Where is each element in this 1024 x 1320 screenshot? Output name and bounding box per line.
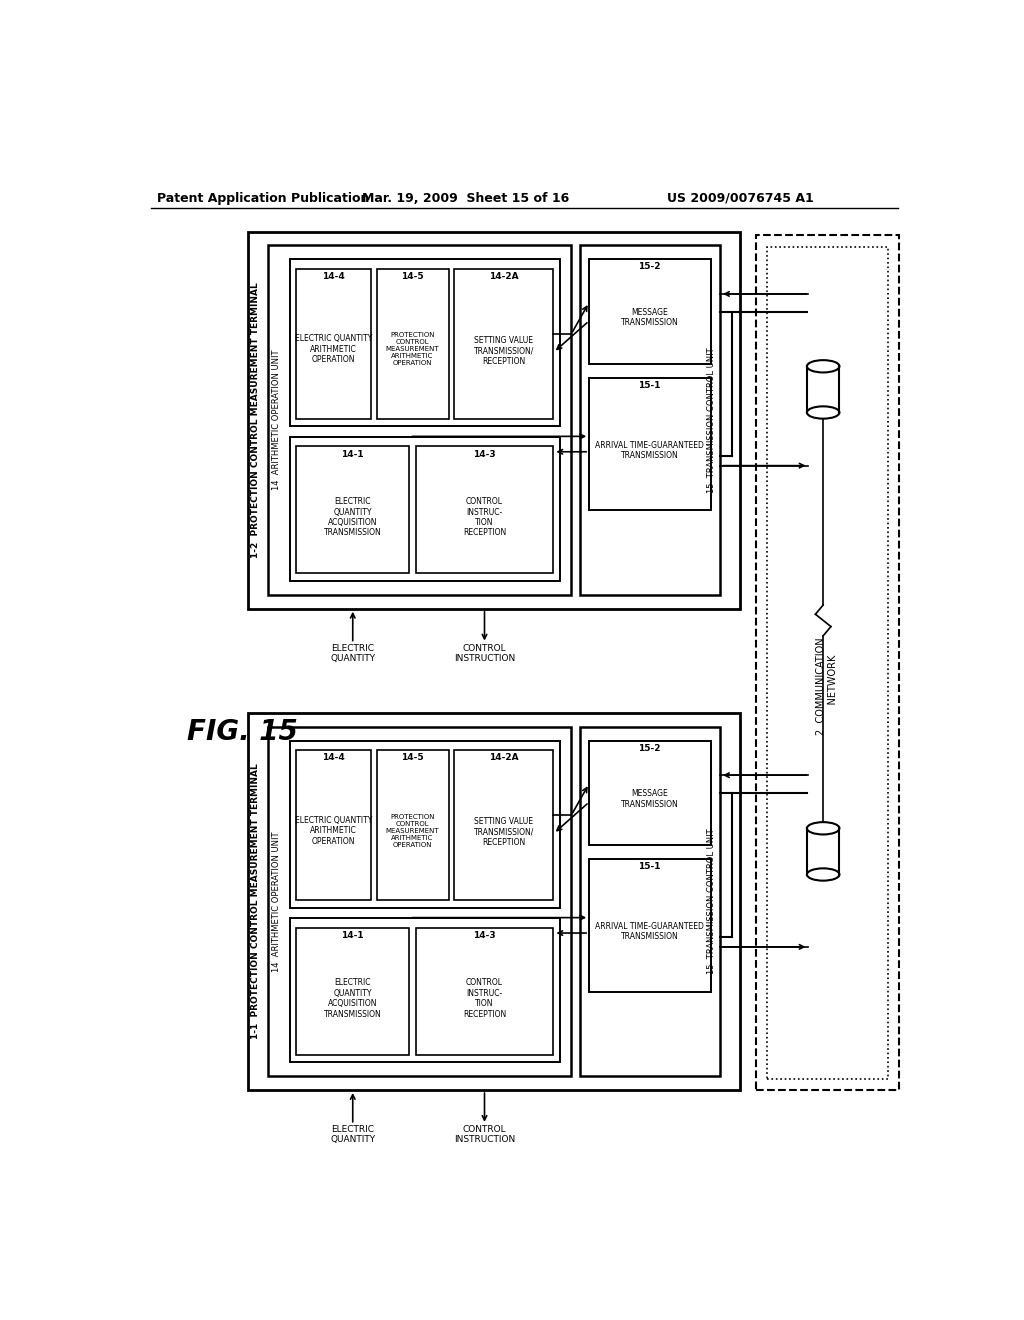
Text: 14-1: 14-1 (341, 931, 365, 940)
Text: ARRIVAL TIME-GUARANTEED
TRANSMISSION: ARRIVAL TIME-GUARANTEED TRANSMISSION (595, 441, 705, 459)
Text: 15-2: 15-2 (638, 743, 660, 752)
Text: CONTROL
INSTRUCTION: CONTROL INSTRUCTION (454, 1125, 515, 1144)
Text: 14-4: 14-4 (322, 272, 345, 281)
Text: 15-1: 15-1 (638, 381, 660, 389)
Text: ELECTRIC
QUANTITY: ELECTRIC QUANTITY (330, 1125, 376, 1144)
Ellipse shape (807, 822, 840, 834)
Bar (296, 446, 410, 573)
Bar (377, 750, 449, 900)
Text: 1-2  PROTECTION CONTROL MEASUREMENT TERMINAL: 1-2 PROTECTION CONTROL MEASUREMENT TERMI… (251, 282, 260, 558)
Bar (248, 713, 740, 1090)
Text: 14-3: 14-3 (473, 450, 496, 458)
Text: US 2009/0076745 A1: US 2009/0076745 A1 (667, 191, 814, 205)
Text: SETTING VALUE
TRANSMISSION/
RECEPTION: SETTING VALUE TRANSMISSION/ RECEPTION (474, 817, 535, 847)
Bar (416, 928, 554, 1055)
Text: ELECTRIC QUANTITY
ARITHMETIC
OPERATION: ELECTRIC QUANTITY ARITHMETIC OPERATION (295, 334, 372, 364)
Text: 14-5: 14-5 (401, 272, 424, 281)
Text: ELECTRIC
QUANTITY
ACQUISITION
TRANSMISSION: ELECTRIC QUANTITY ACQUISITION TRANSMISSI… (324, 498, 382, 537)
Text: ARRIVAL TIME-GUARANTEED
TRANSMISSION: ARRIVAL TIME-GUARANTEED TRANSMISSION (595, 921, 705, 941)
Bar (290, 259, 560, 426)
Bar (296, 750, 372, 900)
Bar (580, 246, 720, 595)
Bar (589, 259, 711, 364)
Text: CONTROL
INSTRUCTION: CONTROL INSTRUCTION (454, 644, 515, 663)
Text: 2  COMMUNICATION
    NETWORK: 2 COMMUNICATION NETWORK (816, 638, 838, 735)
Text: 14-5: 14-5 (401, 752, 424, 762)
Bar (807, 366, 840, 412)
Text: ELECTRIC
QUANTITY: ELECTRIC QUANTITY (330, 644, 376, 663)
Text: 15-2: 15-2 (638, 263, 660, 272)
Text: 15  TRANSMISSION CONTROL UNIT: 15 TRANSMISSION CONTROL UNIT (708, 829, 716, 974)
Text: 14-3: 14-3 (473, 931, 496, 940)
Bar (589, 378, 711, 511)
Text: Mar. 19, 2009  Sheet 15 of 16: Mar. 19, 2009 Sheet 15 of 16 (361, 191, 568, 205)
Text: 14-4: 14-4 (322, 752, 345, 762)
Bar (296, 268, 372, 418)
Bar (580, 726, 720, 1076)
Bar (268, 246, 570, 595)
Bar (296, 928, 410, 1055)
Text: 14-2A: 14-2A (489, 272, 519, 281)
Bar (248, 231, 740, 609)
Text: 14  ARITHMETIC OPERATION UNIT: 14 ARITHMETIC OPERATION UNIT (272, 350, 282, 491)
Bar (455, 750, 554, 900)
Text: 14-1: 14-1 (341, 450, 365, 458)
Ellipse shape (807, 869, 840, 880)
Ellipse shape (807, 360, 840, 372)
Text: MESSAGE
TRANSMISSION: MESSAGE TRANSMISSION (621, 308, 679, 327)
Text: 15  TRANSMISSION CONTROL UNIT: 15 TRANSMISSION CONTROL UNIT (708, 347, 716, 492)
Bar (589, 859, 711, 991)
Text: 14-2A: 14-2A (489, 752, 519, 762)
Text: ELECTRIC QUANTITY
ARITHMETIC
OPERATION: ELECTRIC QUANTITY ARITHMETIC OPERATION (295, 816, 372, 846)
Text: 14  ARITHMETIC OPERATION UNIT: 14 ARITHMETIC OPERATION UNIT (272, 832, 282, 972)
Text: PROTECTION
CONTROL
MEASUREMENT
ARITHMETIC
OPERATION: PROTECTION CONTROL MEASUREMENT ARITHMETI… (386, 813, 439, 847)
Text: PROTECTION
CONTROL
MEASUREMENT
ARITHMETIC
OPERATION: PROTECTION CONTROL MEASUREMENT ARITHMETI… (386, 333, 439, 367)
Text: FIG. 15: FIG. 15 (186, 718, 297, 746)
Text: SETTING VALUE
TRANSMISSION/
RECEPTION: SETTING VALUE TRANSMISSION/ RECEPTION (474, 337, 535, 366)
Text: CONTROL
INSTRUC-
TION
RECEPTION: CONTROL INSTRUC- TION RECEPTION (463, 498, 506, 537)
Bar (455, 268, 554, 418)
Bar (377, 268, 449, 418)
Text: 15-1: 15-1 (638, 862, 660, 871)
Bar (268, 726, 570, 1076)
Bar (767, 247, 888, 1078)
Ellipse shape (807, 407, 840, 418)
Text: Patent Application Publication: Patent Application Publication (158, 191, 370, 205)
Text: 1-1  PROTECTION CONTROL MEASUREMENT TERMINAL: 1-1 PROTECTION CONTROL MEASUREMENT TERMI… (251, 763, 260, 1039)
Bar (290, 741, 560, 908)
Bar (589, 741, 711, 845)
Text: ELECTRIC
QUANTITY
ACQUISITION
TRANSMISSION: ELECTRIC QUANTITY ACQUISITION TRANSMISSI… (324, 978, 382, 1019)
Text: CONTROL
INSTRUC-
TION
RECEPTION: CONTROL INSTRUC- TION RECEPTION (463, 978, 506, 1019)
Text: MESSAGE
TRANSMISSION: MESSAGE TRANSMISSION (621, 789, 679, 809)
Bar (416, 446, 554, 573)
Bar (756, 235, 899, 1090)
Bar (290, 919, 560, 1063)
Bar (807, 829, 840, 875)
Bar (290, 437, 560, 581)
